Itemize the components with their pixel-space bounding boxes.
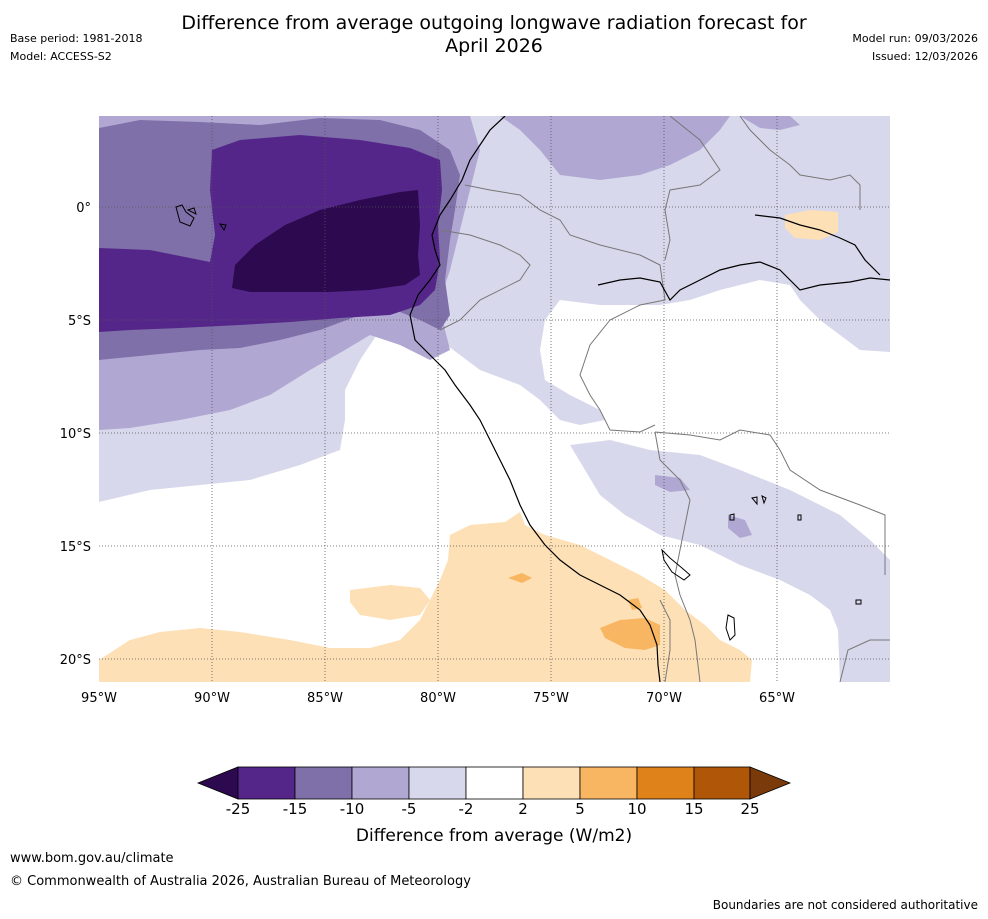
colorbar-segment bbox=[408, 766, 467, 800]
contour-light-orange bbox=[99, 512, 752, 682]
colorbar-segment bbox=[237, 766, 296, 800]
lake-small-4 bbox=[797, 514, 802, 521]
colorbar-tick: -15 bbox=[282, 800, 308, 818]
contour-light-orange-coast bbox=[350, 585, 430, 620]
contour-light-lilac-south bbox=[570, 440, 890, 682]
country-borders bbox=[439, 116, 890, 682]
footer-url[interactable]: www.bom.gov.au/climate bbox=[10, 851, 174, 866]
map-plot-area bbox=[99, 116, 890, 682]
meta-right: Model run: 09/03/2026 Issued: 12/03/2026 bbox=[852, 30, 978, 66]
base-period: Base period: 1981-2018 bbox=[10, 32, 143, 45]
lon-label: 90°W bbox=[194, 691, 230, 706]
lat-label: 15°S bbox=[60, 540, 91, 555]
river-north bbox=[754, 214, 881, 276]
colorbar-extend-low bbox=[196, 766, 239, 800]
title-line-1: Difference from average outgoing longwav… bbox=[181, 12, 807, 34]
lon-label: 80°W bbox=[420, 691, 456, 706]
colorbar-tick: 5 bbox=[575, 800, 585, 818]
model-name: Model: ACCESS-S2 bbox=[10, 50, 112, 63]
colorbar-segment bbox=[522, 766, 581, 800]
colorbar-extend-high bbox=[749, 766, 792, 800]
colorbar-tick: 2 bbox=[518, 800, 528, 818]
contour-orange bbox=[600, 618, 660, 650]
colorbar-segment bbox=[693, 766, 751, 800]
contour-lilac-east bbox=[740, 116, 800, 130]
lon-axis-labels: 95°W 90°W 85°W 80°W 75°W 70°W 65°W bbox=[81, 691, 795, 706]
border-north bbox=[739, 116, 861, 210]
lake-small bbox=[729, 513, 735, 521]
border-colombia-ecuador-peru bbox=[464, 184, 666, 433]
border-brazil-bolivia bbox=[654, 429, 886, 575]
meta-left: Base period: 1981-2018 Model: ACCESS-S2 bbox=[10, 30, 142, 66]
colorbar-tick: -5 bbox=[401, 800, 417, 818]
colorbar-segment bbox=[294, 766, 353, 800]
colorbar-label: Difference from average (W/m2) bbox=[355, 826, 633, 846]
galapagos-islet bbox=[186, 207, 197, 215]
contour-lilac bbox=[99, 116, 730, 180]
colorbar-segment bbox=[636, 766, 695, 800]
lake-poopo bbox=[725, 614, 736, 641]
lon-label: 65°W bbox=[759, 691, 795, 706]
lon-label: 70°W bbox=[646, 691, 682, 706]
coastline bbox=[409, 116, 890, 682]
lake-small-5 bbox=[855, 599, 862, 605]
border-peru-bolivia bbox=[654, 431, 701, 682]
colorbar-tick: -10 bbox=[339, 800, 365, 818]
amazon-river bbox=[597, 261, 890, 301]
colorbar-tick: 10 bbox=[627, 800, 647, 818]
border-paraguay bbox=[839, 639, 890, 682]
border-colombia-venezuela bbox=[664, 116, 721, 261]
lake-small-3 bbox=[761, 495, 767, 505]
footer-copyright: © Commonwealth of Australia 2026, Austra… bbox=[10, 874, 471, 889]
border-chile-bolivia bbox=[659, 599, 671, 682]
colorbar-tick: 25 bbox=[740, 800, 760, 818]
lat-label: 10°S bbox=[60, 427, 91, 442]
colorbar-segment bbox=[351, 766, 410, 800]
coastline-pacific bbox=[409, 116, 661, 682]
grid-lines bbox=[99, 116, 890, 682]
galapagos-islands bbox=[175, 204, 195, 227]
colorbar-tick: 15 bbox=[684, 800, 704, 818]
title-line-2: April 2026 bbox=[445, 35, 543, 57]
colorbar bbox=[196, 766, 792, 800]
lon-label: 95°W bbox=[81, 691, 117, 706]
colorbar-tick: -2 bbox=[458, 800, 474, 818]
contour-lilac-patch-2 bbox=[728, 515, 752, 538]
lat-label: 20°S bbox=[60, 653, 91, 668]
lake-titicaca bbox=[661, 548, 691, 581]
issued-date: Issued: 12/03/2026 bbox=[871, 50, 978, 63]
border-ecuador-peru bbox=[439, 229, 531, 331]
islands-and-lakes bbox=[175, 204, 862, 641]
model-run: Model run: 09/03/2026 bbox=[852, 32, 978, 45]
lat-axis-labels: 0° 5°S 10°S 15°S 20°S bbox=[60, 201, 91, 668]
footer-disclaimer: Boundaries are not considered authoritat… bbox=[712, 898, 978, 912]
lat-label: 5°S bbox=[68, 314, 91, 329]
colorbar-segment bbox=[579, 766, 638, 800]
colorbar-tick-labels: -25 -15 -10 -5 -2 2 5 10 15 25 bbox=[0, 800, 988, 820]
lake-small-2 bbox=[751, 496, 758, 506]
galapagos-islet-2 bbox=[218, 223, 227, 232]
colorbar-tick: -25 bbox=[225, 800, 251, 818]
contour-darkest-purple bbox=[232, 190, 420, 292]
lon-label: 75°W bbox=[533, 691, 569, 706]
lat-label: 0° bbox=[76, 201, 91, 216]
contour-light-orange-ne bbox=[785, 210, 838, 240]
lon-label: 85°W bbox=[307, 691, 343, 706]
contour-orange-small bbox=[508, 573, 532, 583]
chart-title: Difference from average outgoing longwav… bbox=[0, 12, 988, 58]
colorbar-segment bbox=[465, 766, 524, 800]
contour-orange-small-2 bbox=[628, 598, 642, 610]
